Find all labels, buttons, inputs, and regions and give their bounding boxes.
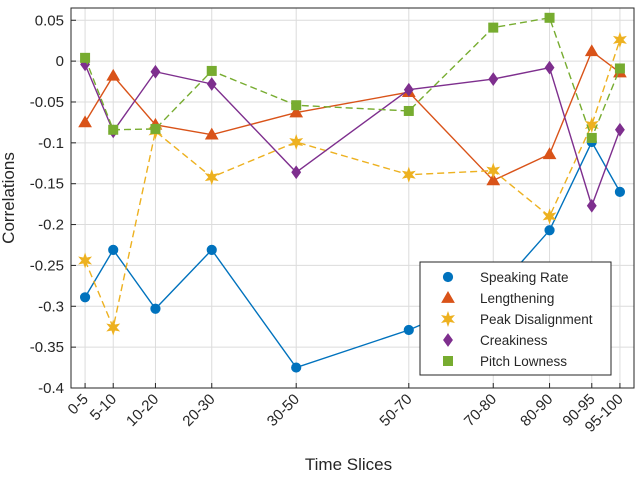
legend-label: Peak Disalignment bbox=[480, 312, 593, 327]
y-tick-label: -0.3 bbox=[38, 298, 64, 315]
data-point-peak-disalignment bbox=[612, 31, 627, 48]
data-point-pitch-lowness bbox=[291, 100, 302, 111]
series-pitch-lowness bbox=[80, 12, 625, 143]
series-lengthening bbox=[78, 44, 627, 186]
x-tick-label: 20-30 bbox=[179, 391, 218, 430]
legend-label: Speaking Rate bbox=[480, 270, 569, 285]
data-point-pitch-lowness bbox=[488, 22, 499, 33]
data-point-speaking-rate bbox=[108, 244, 119, 255]
data-point-pitch-lowness bbox=[80, 52, 91, 63]
series-creakiness bbox=[80, 57, 625, 213]
data-point-speaking-rate bbox=[544, 225, 555, 236]
y-tick-label: -0.35 bbox=[30, 339, 64, 356]
series-line-speaking-rate bbox=[84, 140, 621, 369]
x-tick-label: 5-10 bbox=[87, 391, 120, 424]
legend-marker bbox=[441, 291, 455, 303]
data-point-peak-disalignment bbox=[486, 162, 501, 179]
legend-entry-creakiness: Creakiness bbox=[443, 333, 548, 348]
y-axis-ticks: 0.05 0 -0.05 -0.1 -0.15 -0.2 -0.25 -0.3 -0.35 -0.… bbox=[30, 12, 76, 397]
series-peak-disalignment bbox=[78, 31, 627, 336]
data-point-speaking-rate bbox=[403, 324, 414, 336]
data-point-lengthening bbox=[204, 127, 219, 140]
data-point-creakiness bbox=[206, 77, 217, 91]
data-point-pitch-lowness bbox=[150, 123, 161, 134]
data-point-lengthening bbox=[289, 105, 304, 118]
y-tick-label: -0.4 bbox=[38, 380, 64, 397]
data-point-speaking-rate bbox=[614, 186, 626, 197]
x-axis-ticks: 0-55-10 10-20 20-30 30-50 50-70 70-80 80-90 90-… bbox=[65, 383, 627, 436]
data-point-pitch-lowness bbox=[108, 124, 119, 135]
data-point-lengthening bbox=[584, 44, 599, 57]
legend-label: Pitch Lowness bbox=[480, 354, 567, 369]
data-point-speaking-rate bbox=[150, 303, 161, 314]
data-point-lengthening bbox=[486, 173, 501, 186]
data-point-lengthening bbox=[78, 115, 92, 128]
data-point-peak-disalignment bbox=[542, 208, 557, 225]
series-line-creakiness bbox=[84, 64, 621, 208]
data-point-creakiness bbox=[544, 60, 555, 75]
legend-marker bbox=[442, 271, 454, 283]
series-line-pitch-lowness bbox=[84, 17, 621, 140]
x-axis-label: Time Slices bbox=[305, 455, 392, 474]
data-point-creakiness bbox=[586, 198, 597, 213]
data-point-creakiness bbox=[291, 165, 302, 180]
data-point-creakiness bbox=[150, 64, 161, 79]
data-point-pitch-lowness bbox=[206, 65, 217, 76]
data-point-creakiness bbox=[488, 72, 499, 86]
x-tick-label: 30-50 bbox=[264, 391, 303, 430]
legend-entry-speaking-rate: Speaking Rate bbox=[442, 270, 569, 285]
legend-entry-pitch-lowness: Pitch Lowness bbox=[443, 354, 567, 369]
data-point-speaking-rate bbox=[291, 362, 302, 373]
y-tick-label: 0.05 bbox=[35, 12, 64, 29]
legend: Speaking Rate Lengthening Peak Disalignmen… bbox=[419, 261, 612, 376]
y-tick-label: -0.15 bbox=[30, 176, 64, 193]
data-point-creakiness bbox=[403, 82, 414, 97]
series-speaking-rate bbox=[79, 136, 626, 373]
series-layer bbox=[78, 12, 627, 373]
legend-marker bbox=[443, 356, 453, 366]
legend-marker bbox=[441, 310, 455, 328]
data-point-peak-disalignment bbox=[78, 252, 93, 269]
data-point-peak-disalignment bbox=[584, 116, 599, 133]
x-tick-label: 70-80 bbox=[461, 391, 500, 430]
y-tick-label: -0.05 bbox=[30, 94, 64, 111]
data-point-creakiness bbox=[614, 122, 625, 137]
y-tick-label: -0.2 bbox=[38, 217, 64, 234]
legend-marker bbox=[443, 333, 453, 347]
series-line-peak-disalignment bbox=[84, 39, 621, 330]
data-point-pitch-lowness bbox=[544, 12, 555, 23]
data-point-speaking-rate bbox=[206, 244, 217, 255]
data-point-pitch-lowness bbox=[614, 63, 625, 74]
legend-entry-lengthening: Lengthening bbox=[441, 291, 554, 306]
y-axis-label: Correlations bbox=[0, 152, 18, 244]
x-tick-label: 10-20 bbox=[123, 391, 162, 430]
data-point-peak-disalignment bbox=[289, 133, 304, 151]
data-point-pitch-lowness bbox=[403, 105, 414, 116]
y-tick-label: 0 bbox=[56, 53, 64, 70]
y-tick-label: -0.25 bbox=[30, 257, 64, 274]
data-point-lengthening bbox=[542, 147, 557, 160]
data-point-peak-disalignment bbox=[401, 166, 416, 183]
legend-entry-peak-disalignment: Peak Disalignment bbox=[441, 310, 593, 328]
data-point-peak-disalignment bbox=[106, 319, 121, 336]
data-point-speaking-rate bbox=[79, 292, 91, 303]
plot-frame bbox=[70, 7, 635, 389]
legend-label: Creakiness bbox=[480, 333, 548, 348]
legend-label: Lengthening bbox=[480, 291, 554, 306]
data-point-lengthening bbox=[106, 68, 121, 81]
data-point-peak-disalignment bbox=[204, 169, 219, 186]
y-tick-label: -0.1 bbox=[38, 135, 64, 152]
x-tick-label: 50-70 bbox=[376, 391, 415, 430]
data-point-pitch-lowness bbox=[586, 132, 597, 143]
series-line-lengthening bbox=[84, 50, 621, 182]
x-tick-label: 80-90 bbox=[517, 391, 556, 430]
